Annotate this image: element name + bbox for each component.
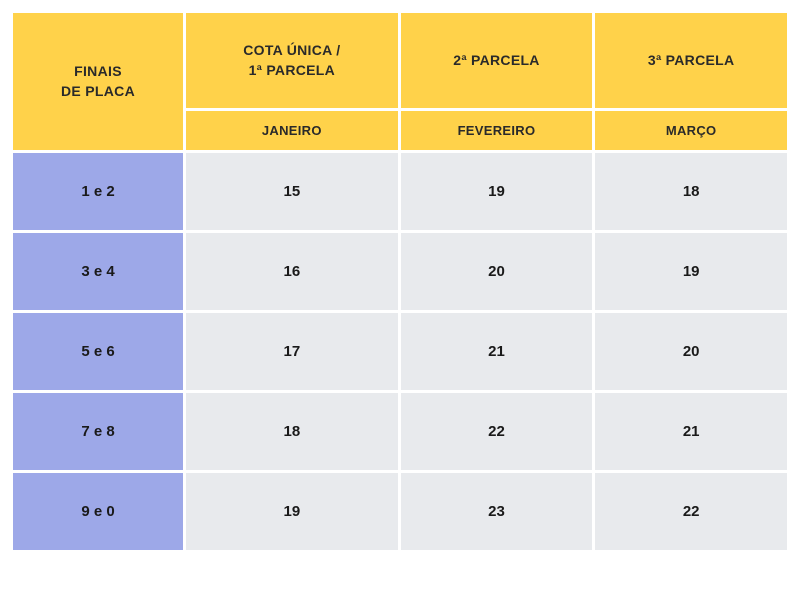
cell: 18 bbox=[595, 153, 787, 230]
table-row: 9 e 0 19 23 22 bbox=[13, 473, 787, 550]
cell: 19 bbox=[186, 473, 398, 550]
header-month2: FEVEREIRO bbox=[401, 111, 593, 150]
cell: 18 bbox=[186, 393, 398, 470]
header-rowlabel-line2: DE PLACA bbox=[61, 83, 135, 99]
cell: 23 bbox=[401, 473, 593, 550]
cell: 20 bbox=[401, 233, 593, 310]
table-row: 5 e 6 17 21 20 bbox=[13, 313, 787, 390]
row-label: 5 e 6 bbox=[13, 313, 183, 390]
header-col2: 2ª PARCELA bbox=[401, 13, 593, 108]
header-rowlabel-line1: FINAIS bbox=[74, 63, 122, 79]
table-row: 7 e 8 18 22 21 bbox=[13, 393, 787, 470]
header-col1: COTA ÚNICA / 1ª PARCELA bbox=[186, 13, 398, 108]
header-col3: 3ª PARCELA bbox=[595, 13, 787, 108]
cell: 15 bbox=[186, 153, 398, 230]
header-col1-line1: COTA ÚNICA / bbox=[243, 42, 340, 58]
header-row-1: FINAIS DE PLACA COTA ÚNICA / 1ª PARCELA … bbox=[13, 13, 787, 108]
row-label: 7 e 8 bbox=[13, 393, 183, 470]
cell: 20 bbox=[595, 313, 787, 390]
cell: 22 bbox=[595, 473, 787, 550]
row-label: 9 e 0 bbox=[13, 473, 183, 550]
row-label: 3 e 4 bbox=[13, 233, 183, 310]
table-row: 1 e 2 15 19 18 bbox=[13, 153, 787, 230]
header-month3: MARÇO bbox=[595, 111, 787, 150]
header-col1-line2: 1ª PARCELA bbox=[249, 62, 336, 78]
cell: 21 bbox=[401, 313, 593, 390]
cell: 22 bbox=[401, 393, 593, 470]
header-month1: JANEIRO bbox=[186, 111, 398, 150]
cell: 19 bbox=[401, 153, 593, 230]
header-rowlabel: FINAIS DE PLACA bbox=[13, 13, 183, 150]
row-label: 1 e 2 bbox=[13, 153, 183, 230]
table-row: 3 e 4 16 20 19 bbox=[13, 233, 787, 310]
payment-schedule-table: FINAIS DE PLACA COTA ÚNICA / 1ª PARCELA … bbox=[10, 10, 790, 553]
cell: 21 bbox=[595, 393, 787, 470]
cell: 19 bbox=[595, 233, 787, 310]
cell: 17 bbox=[186, 313, 398, 390]
cell: 16 bbox=[186, 233, 398, 310]
